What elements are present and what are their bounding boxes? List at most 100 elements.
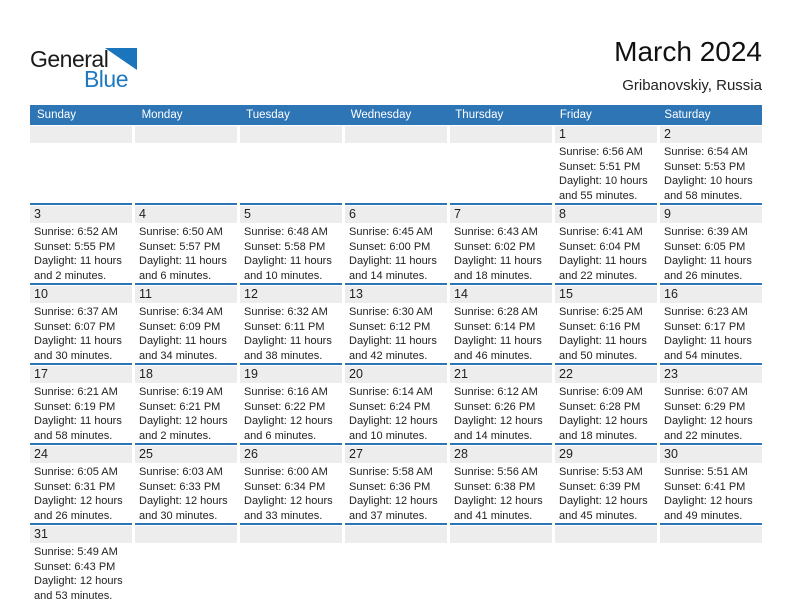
day-cell: 31 Sunrise: 5:49 AM Sunset: 6:43 PM Dayligh… <box>30 525 132 605</box>
logo-text-general: General <box>30 46 109 72</box>
day-number <box>345 126 447 143</box>
day-details: Sunrise: 6:54 AM Sunset: 5:53 PM Daylight:… <box>664 146 753 202</box>
day-number <box>660 526 762 543</box>
logo-triangle-icon <box>105 48 138 75</box>
day-details: Sunrise: 6:45 AM Sunset: 6:00 PM Daylight:… <box>349 226 437 282</box>
title-block: March 2024 Gribanovskiy, Russia <box>614 36 762 94</box>
day-number: 31 <box>30 526 132 543</box>
weekday-thursday: Thursday <box>455 109 504 121</box>
day-cell: 9 Sunrise: 6:39 AM Sunset: 6:05 PM Daylight… <box>660 205 762 285</box>
week-row: 1 Sunrise: 6:56 AM Sunset: 5:51 PM Daylight… <box>30 125 762 205</box>
day-number: 13 <box>345 286 447 303</box>
weekday-tuesday: Tuesday <box>246 109 290 121</box>
day-details: Sunrise: 6:00 AM Sunset: 6:34 PM Daylight:… <box>244 466 333 522</box>
day-details: Sunrise: 6:52 AM Sunset: 5:55 PM Daylight:… <box>34 226 122 282</box>
day-number <box>30 126 132 143</box>
day-number: 27 <box>345 446 447 463</box>
calendar-weeks: 1 Sunrise: 6:56 AM Sunset: 5:51 PM Daylight… <box>30 125 762 605</box>
day-cell: 8 Sunrise: 6:41 AM Sunset: 6:04 PM Daylight… <box>555 205 657 285</box>
day-number <box>240 526 342 543</box>
weekday-friday: Friday <box>559 109 592 121</box>
empty-day-cell <box>135 525 237 605</box>
week-row: 17 Sunrise: 6:21 AM Sunset: 6:19 PM Dayligh… <box>30 365 762 445</box>
day-cell: 4 Sunrise: 6:50 AM Sunset: 5:57 PM Daylight… <box>135 205 237 285</box>
day-number: 2 <box>660 126 762 143</box>
day-cell: 28 Sunrise: 5:56 AM Sunset: 6:38 PM Dayligh… <box>450 445 552 525</box>
day-number <box>555 526 657 543</box>
empty-day-cell <box>240 525 342 605</box>
day-number: 1 <box>555 126 657 143</box>
empty-day-cell <box>660 525 762 605</box>
day-details: Sunrise: 5:58 AM Sunset: 6:36 PM Daylight:… <box>349 466 438 522</box>
day-number: 24 <box>30 446 132 463</box>
day-number: 29 <box>555 446 657 463</box>
day-number: 4 <box>135 206 237 223</box>
day-number: 25 <box>135 446 237 463</box>
day-cell: 23 Sunrise: 6:07 AM Sunset: 6:29 PM Dayligh… <box>660 365 762 445</box>
day-cell: 3 Sunrise: 6:52 AM Sunset: 5:55 PM Daylight… <box>30 205 132 285</box>
day-details: Sunrise: 6:34 AM Sunset: 6:09 PM Daylight:… <box>139 306 227 362</box>
day-number: 7 <box>450 206 552 223</box>
day-number: 20 <box>345 366 447 383</box>
day-number: 26 <box>240 446 342 463</box>
calendar-grid: Sunday Monday Tuesday Wednesday Thursday… <box>30 105 762 605</box>
day-cell: 2 Sunrise: 6:54 AM Sunset: 5:53 PM Daylight… <box>660 125 762 205</box>
day-details: Sunrise: 6:07 AM Sunset: 6:29 PM Daylight:… <box>664 386 753 442</box>
day-cell: 1 Sunrise: 6:56 AM Sunset: 5:51 PM Daylight… <box>555 125 657 205</box>
day-details: Sunrise: 6:50 AM Sunset: 5:57 PM Daylight:… <box>139 226 227 282</box>
day-cell: 27 Sunrise: 5:58 AM Sunset: 6:36 PM Dayligh… <box>345 445 447 525</box>
week-row: 3 Sunrise: 6:52 AM Sunset: 5:55 PM Daylight… <box>30 205 762 285</box>
day-details: Sunrise: 6:28 AM Sunset: 6:14 PM Daylight:… <box>454 306 542 362</box>
day-number <box>135 526 237 543</box>
day-details: Sunrise: 6:03 AM Sunset: 6:33 PM Daylight:… <box>139 466 228 522</box>
empty-day-cell <box>240 125 342 205</box>
day-details: Sunrise: 6:41 AM Sunset: 6:04 PM Daylight:… <box>559 226 647 282</box>
empty-day-cell <box>345 125 447 205</box>
day-number: 5 <box>240 206 342 223</box>
page-title: March 2024 <box>614 36 762 67</box>
empty-day-cell <box>555 525 657 605</box>
day-cell: 26 Sunrise: 6:00 AM Sunset: 6:34 PM Dayligh… <box>240 445 342 525</box>
day-cell: 7 Sunrise: 6:43 AM Sunset: 6:02 PM Daylight… <box>450 205 552 285</box>
day-cell: 10 Sunrise: 6:37 AM Sunset: 6:07 PM Dayligh… <box>30 285 132 365</box>
day-cell: 11 Sunrise: 6:34 AM Sunset: 6:09 PM Dayligh… <box>135 285 237 365</box>
general-blue-logo: General Blue <box>30 46 138 93</box>
day-cell: 16 Sunrise: 6:23 AM Sunset: 6:17 PM Dayligh… <box>660 285 762 365</box>
empty-day-cell <box>450 125 552 205</box>
weekday-monday: Monday <box>141 109 183 121</box>
logo-text-blue: Blue <box>83 66 129 92</box>
day-number <box>345 526 447 543</box>
weekday-header-row: Sunday Monday Tuesday Wednesday Thursday… <box>30 105 762 125</box>
day-details: Sunrise: 6:14 AM Sunset: 6:24 PM Daylight:… <box>349 386 438 442</box>
day-number: 12 <box>240 286 342 303</box>
day-number: 3 <box>30 206 132 223</box>
day-number <box>450 126 552 143</box>
day-details: Sunrise: 6:37 AM Sunset: 6:07 PM Daylight:… <box>34 306 122 362</box>
day-details: Sunrise: 6:23 AM Sunset: 6:17 PM Daylight:… <box>664 306 752 362</box>
day-cell: 20 Sunrise: 6:14 AM Sunset: 6:24 PM Dayligh… <box>345 365 447 445</box>
day-cell: 17 Sunrise: 6:21 AM Sunset: 6:19 PM Dayligh… <box>30 365 132 445</box>
day-details: Sunrise: 6:30 AM Sunset: 6:12 PM Daylight:… <box>349 306 437 362</box>
weekday-saturday: Saturday <box>664 109 711 121</box>
day-number: 28 <box>450 446 552 463</box>
day-number <box>240 126 342 143</box>
empty-day-cell <box>345 525 447 605</box>
week-row: 24 Sunrise: 6:05 AM Sunset: 6:31 PM Dayligh… <box>30 445 762 525</box>
day-cell: 18 Sunrise: 6:19 AM Sunset: 6:21 PM Dayligh… <box>135 365 237 445</box>
day-details: Sunrise: 6:39 AM Sunset: 6:05 PM Daylight:… <box>664 226 752 282</box>
day-number: 6 <box>345 206 447 223</box>
day-details: Sunrise: 6:25 AM Sunset: 6:16 PM Daylight:… <box>559 306 647 362</box>
day-cell: 14 Sunrise: 6:28 AM Sunset: 6:14 PM Dayligh… <box>450 285 552 365</box>
day-details: Sunrise: 6:09 AM Sunset: 6:28 PM Daylight:… <box>559 386 648 442</box>
day-number <box>450 526 552 543</box>
weekday-wednesday: Wednesday <box>350 109 412 121</box>
day-number: 8 <box>555 206 657 223</box>
day-number: 19 <box>240 366 342 383</box>
day-number: 15 <box>555 286 657 303</box>
day-number: 18 <box>135 366 237 383</box>
week-row: 10 Sunrise: 6:37 AM Sunset: 6:07 PM Dayligh… <box>30 285 762 365</box>
day-cell: 6 Sunrise: 6:45 AM Sunset: 6:00 PM Daylight… <box>345 205 447 285</box>
day-details: Sunrise: 6:16 AM Sunset: 6:22 PM Daylight:… <box>244 386 333 442</box>
page-subtitle: Gribanovskiy, Russia <box>622 77 762 94</box>
day-cell: 19 Sunrise: 6:16 AM Sunset: 6:22 PM Dayligh… <box>240 365 342 445</box>
